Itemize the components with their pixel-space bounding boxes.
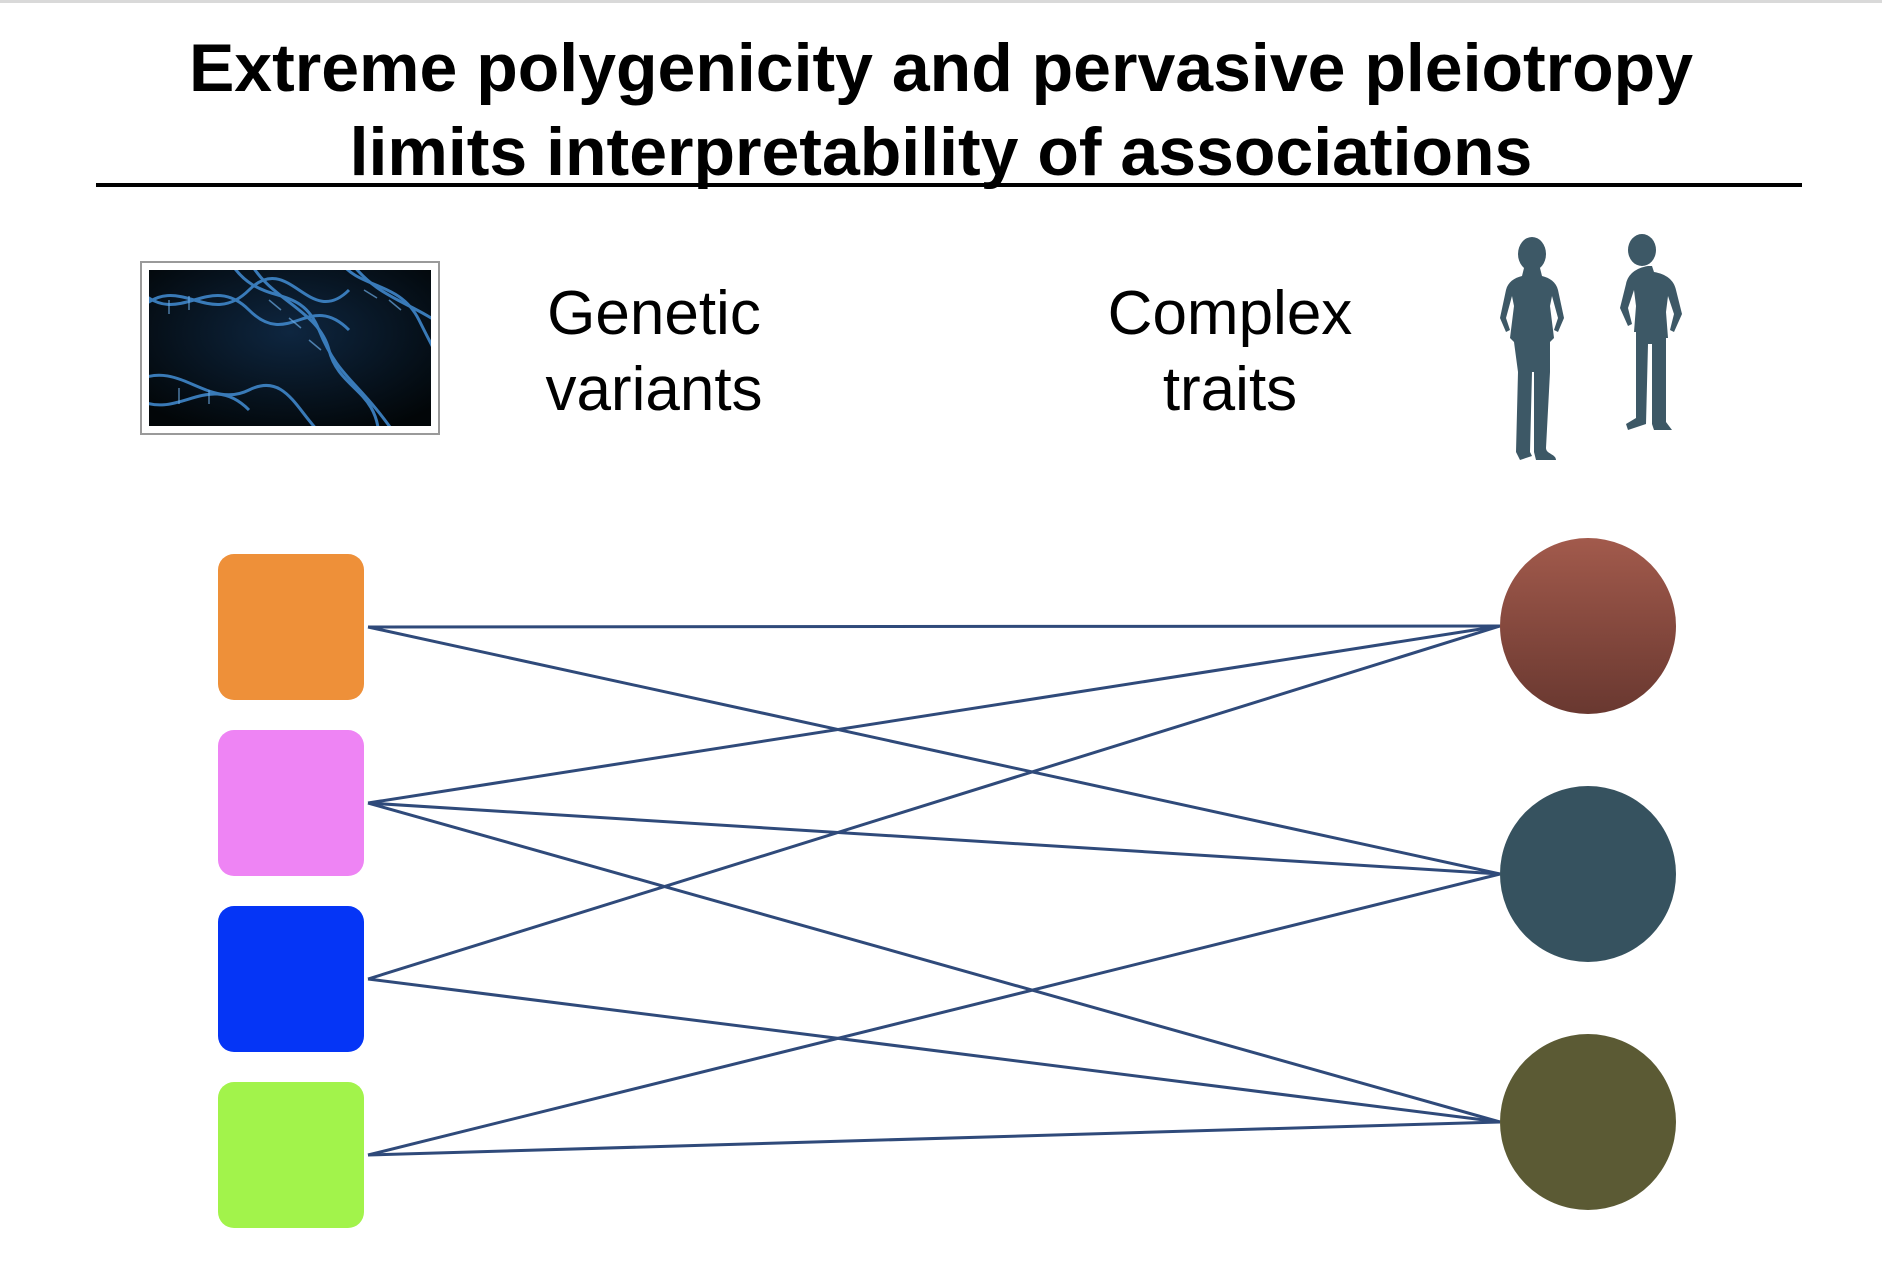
title-underline — [96, 183, 1802, 187]
trait-node-1 — [1500, 538, 1676, 714]
edge-v4-t3 — [367, 1120, 1501, 1157]
edge-v2-t3 — [367, 801, 1501, 1124]
title-line-1: Extreme polygenicity and pervasive pleio… — [188, 30, 1694, 106]
title-line-2: limits interpretability of associations — [349, 114, 1533, 190]
edge-v3-t1 — [367, 624, 1501, 981]
complex-label-line-1: Complex — [1107, 279, 1353, 348]
trait-node-2 — [1500, 786, 1676, 962]
variant-node-4 — [218, 1082, 364, 1228]
people-silhouette-icon — [1500, 234, 1682, 460]
trait-nodes — [1500, 538, 1676, 1210]
edge-v1-t1 — [367, 624, 1501, 629]
dna-image — [140, 261, 440, 435]
edge-v3-t3 — [367, 977, 1501, 1124]
edge-v4-t2 — [367, 872, 1501, 1157]
variant-node-1 — [218, 554, 364, 700]
genetic-variants-label: Genetic variants — [454, 276, 854, 428]
genetic-label-line-1: Genetic — [547, 279, 761, 348]
variant-nodes — [218, 554, 364, 1228]
slide-title: Extreme polygenicity and pervasive pleio… — [0, 26, 1882, 194]
variant-node-3 — [218, 906, 364, 1052]
edge-v1-t2 — [367, 625, 1501, 876]
edge-v2-t1 — [367, 624, 1501, 805]
edge-v2-t2 — [367, 801, 1501, 876]
complex-label-line-2: traits — [1162, 355, 1298, 424]
edges — [367, 624, 1501, 1157]
variant-node-2 — [218, 730, 364, 876]
genetic-label-line-2: variants — [545, 355, 763, 424]
complex-traits-label: Complex traits — [1030, 276, 1430, 428]
top-border — [0, 0, 1882, 3]
trait-node-3 — [1500, 1034, 1676, 1210]
